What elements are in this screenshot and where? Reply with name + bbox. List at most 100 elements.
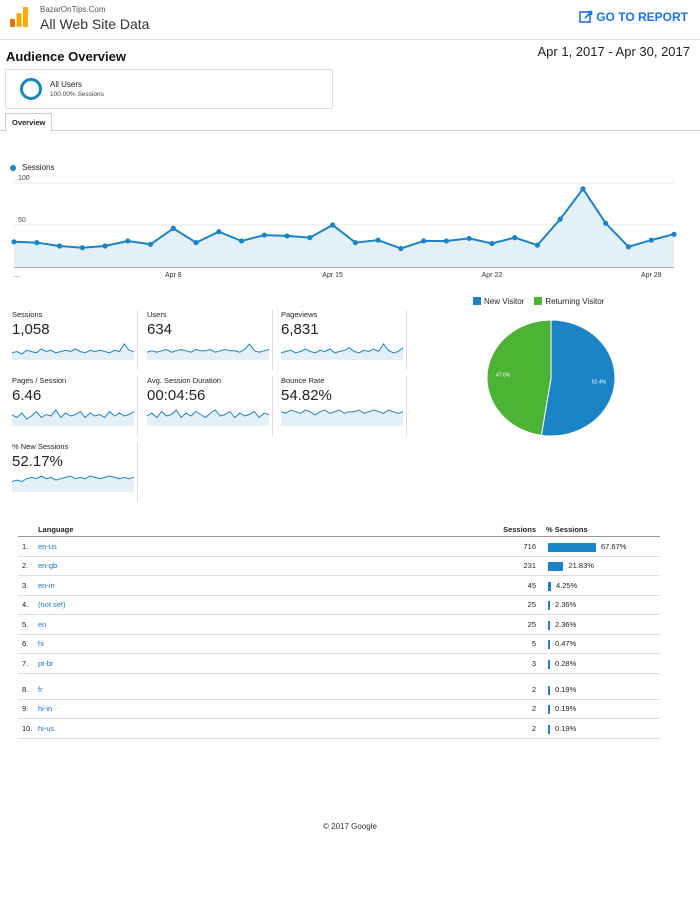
sessions-point[interactable] bbox=[580, 186, 586, 192]
metric-tile[interactable]: Sessions 1,058 bbox=[12, 310, 138, 370]
new-visitor-swatch bbox=[473, 297, 481, 305]
sessions-point[interactable] bbox=[56, 243, 63, 249]
sessions-point[interactable] bbox=[193, 240, 199, 246]
sessions-point[interactable] bbox=[147, 241, 154, 247]
sessions-point[interactable] bbox=[102, 243, 108, 249]
metric-tile[interactable]: Bounce Rate 54.82% bbox=[281, 376, 407, 436]
sessions-point[interactable] bbox=[671, 231, 677, 237]
metric-tile[interactable]: Avg. Session Duration 00:04:56 bbox=[147, 376, 273, 436]
language-link[interactable]: (not set) bbox=[38, 600, 66, 609]
sessions-value: 25 bbox=[527, 600, 536, 609]
open-external-icon bbox=[579, 10, 593, 23]
row-number: 10. bbox=[22, 723, 33, 733]
pct-value: 0.19% bbox=[555, 684, 577, 694]
x-tick-label: ... bbox=[14, 272, 20, 279]
sessions-point[interactable] bbox=[330, 222, 336, 228]
language-link[interactable]: en bbox=[38, 619, 47, 629]
metric-sparkline bbox=[12, 343, 134, 360]
row-number: 4. bbox=[22, 600, 29, 609]
sessions-point[interactable] bbox=[34, 240, 40, 246]
row-number: 8. bbox=[22, 684, 29, 694]
go-to-report-label[interactable]: GO TO REPORT bbox=[596, 10, 688, 24]
language-link[interactable]: hi-in bbox=[38, 704, 53, 713]
metric-tile[interactable]: Pages / Session 6.46 bbox=[12, 376, 138, 436]
sessions-point[interactable] bbox=[170, 225, 176, 231]
sessions-point[interactable] bbox=[261, 232, 267, 238]
language-link[interactable]: fr bbox=[38, 684, 43, 694]
metric-value: 00:04:56 bbox=[147, 387, 206, 404]
x-tick-label: Apr 29 bbox=[641, 272, 662, 279]
sessions-point[interactable] bbox=[534, 242, 541, 248]
sessions-point[interactable] bbox=[375, 237, 381, 243]
metric-value: 6.46 bbox=[12, 387, 42, 404]
sessions-value: 3 bbox=[531, 658, 536, 668]
table-header: Language Sessions % Sessions bbox=[18, 520, 660, 537]
x-tick-label: Apr 8 bbox=[165, 272, 182, 279]
sessions-point[interactable] bbox=[79, 245, 85, 251]
go-to-report-link[interactable]: GO TO REPORT bbox=[579, 10, 688, 24]
sessions-point[interactable] bbox=[284, 233, 290, 239]
pie-slice-label: 52.4% bbox=[592, 379, 607, 385]
pie-slice[interactable] bbox=[540, 319, 616, 437]
sessions-point[interactable] bbox=[489, 240, 495, 247]
pct-bar bbox=[548, 562, 564, 571]
tab-overview[interactable]: Overview bbox=[5, 113, 53, 132]
metric-sparkline bbox=[147, 409, 269, 426]
sessions-point[interactable] bbox=[557, 216, 563, 222]
sessions-point[interactable] bbox=[512, 235, 518, 241]
sessions-value: 5 bbox=[531, 639, 536, 648]
pct-bar bbox=[548, 659, 550, 669]
pie-legend: New Visitor Returning Visitor bbox=[473, 297, 604, 306]
row-number: 3. bbox=[22, 580, 29, 590]
pct-bar bbox=[548, 601, 550, 610]
segment-card[interactable]: All Users 100.00% Sessions bbox=[5, 69, 333, 109]
sessions-point[interactable] bbox=[398, 245, 404, 252]
sessions-point[interactable] bbox=[11, 239, 17, 245]
sparkline-area bbox=[12, 476, 134, 492]
language-link[interactable]: en-gb bbox=[38, 561, 58, 570]
date-range[interactable]: Apr 1, 2017 - Apr 30, 2017 bbox=[537, 44, 691, 59]
metric-sparkline bbox=[281, 409, 403, 426]
pct-value: 0.19% bbox=[555, 704, 577, 713]
sessions-point[interactable] bbox=[625, 244, 632, 250]
language-link[interactable]: hi-us bbox=[38, 723, 55, 733]
language-link[interactable]: en-in bbox=[38, 580, 55, 590]
x-tick-label: Apr 22 bbox=[482, 272, 503, 279]
sessions-point[interactable] bbox=[216, 229, 222, 235]
sparkline-line bbox=[281, 343, 403, 354]
sparkline-area bbox=[12, 410, 134, 426]
table-row: 8. fr 2 0.19% bbox=[18, 674, 660, 700]
sessions-point[interactable] bbox=[238, 238, 245, 244]
metric-label: Pageviews bbox=[281, 310, 318, 319]
sparkline-area bbox=[281, 410, 403, 426]
sessions-point[interactable] bbox=[307, 235, 313, 241]
analytics-logo-icon bbox=[10, 7, 28, 27]
pct-value: 0.19% bbox=[555, 723, 577, 733]
language-table: Language Sessions % Sessions 1. en-us 716 6… bbox=[18, 520, 660, 739]
sparkline-line bbox=[12, 475, 134, 483]
language-link[interactable]: hi bbox=[38, 639, 44, 648]
sessions-point[interactable] bbox=[603, 220, 609, 226]
metric-label: Pages / Session bbox=[12, 376, 67, 385]
sessions-point[interactable] bbox=[125, 238, 131, 244]
pct-value: 0.47% bbox=[555, 639, 577, 648]
table-row: 6. hi 5 0.47% bbox=[18, 635, 660, 654]
sessions-point[interactable] bbox=[443, 238, 450, 244]
returning-visitor-swatch bbox=[534, 297, 543, 305]
metric-value: 6,831 bbox=[281, 321, 319, 338]
row-number: 7. bbox=[22, 658, 29, 668]
language-link[interactable]: pt-br bbox=[38, 658, 54, 668]
sparkline-line bbox=[12, 343, 134, 355]
language-link[interactable]: en-us bbox=[38, 541, 57, 551]
sessions-point[interactable] bbox=[352, 240, 358, 246]
metric-label: Users bbox=[147, 310, 167, 319]
metric-tile[interactable]: Users 634 bbox=[147, 310, 273, 370]
pie-slice[interactable] bbox=[486, 319, 552, 436]
sessions-point[interactable] bbox=[421, 238, 427, 244]
sessions-point[interactable] bbox=[648, 237, 654, 243]
sessions-point[interactable] bbox=[466, 235, 472, 242]
metric-value: 1,058 bbox=[12, 321, 50, 338]
segment-share: 100.00% Sessions bbox=[50, 91, 104, 98]
metric-tile[interactable]: % New Sessions 52.17% bbox=[12, 442, 138, 502]
metric-tile[interactable]: Pageviews 6,831 bbox=[281, 310, 407, 370]
